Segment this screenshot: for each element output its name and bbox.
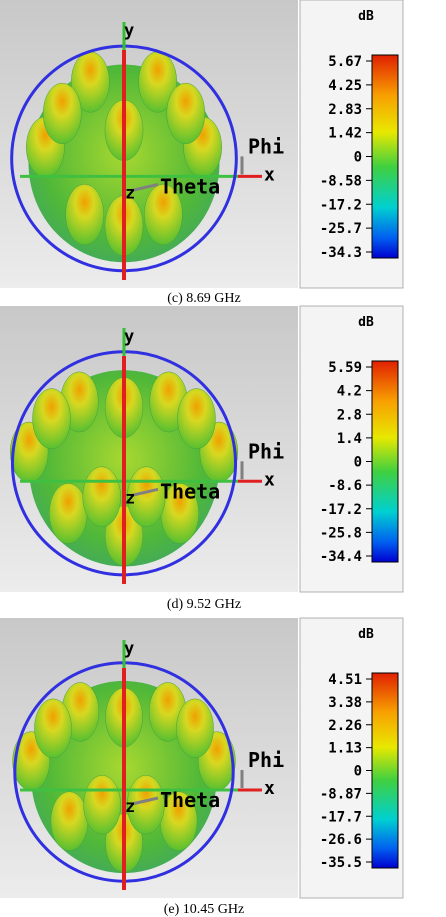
colorbar-tick-label: -17.2 <box>320 502 362 518</box>
pattern-lobe <box>49 483 87 543</box>
pattern-lobe <box>51 792 88 851</box>
colorbar-tick-label: 5.59 <box>328 360 362 376</box>
colorbar-tick-label: 3.38 <box>328 695 362 711</box>
caption: (d) 9.52 GHz <box>167 597 241 612</box>
pattern-lobe <box>33 389 71 449</box>
colorbar-gradient <box>372 55 398 258</box>
axis-label-theta: Theta <box>160 479 220 503</box>
axis-label-phi: Phi <box>248 134 284 158</box>
caption: (c) 8.69 GHz <box>167 291 240 306</box>
panel: y Phi x z Theta dB 5.59 4.2 2.8 1.4 0 -8.6 -17.2 -25.… <box>0 306 403 592</box>
panel: y Phi x z Theta dB 4.51 3.38 2.26 1.13 0 -8.87 -17.7… <box>0 618 403 898</box>
pattern-lobe <box>84 775 121 834</box>
colorbar-gradient <box>372 361 398 562</box>
colorbar-tick-label: 0 <box>354 455 362 471</box>
axis-label-phi: Phi <box>248 748 284 772</box>
colorbar-tick-label: -17.2 <box>320 197 362 213</box>
axis-label-z: z <box>125 797 135 817</box>
colorbar-unit: dB <box>358 315 374 330</box>
colorbar-tick-label: 2.8 <box>337 407 362 423</box>
colorbar-tick-label: 5.67 <box>328 54 362 70</box>
caption: (e) 10.45 GHz <box>164 902 244 917</box>
colorbar-tick-label: -34.3 <box>320 245 362 261</box>
colorbar-unit: dB <box>358 9 374 24</box>
pattern-lobe <box>66 184 104 245</box>
colorbar-tick-label: -8.6 <box>328 478 362 494</box>
colorbar-tick-label: 1.42 <box>328 126 362 142</box>
colorbar-tick-label: -25.8 <box>320 525 362 541</box>
axis-label-y: y <box>124 327 134 347</box>
colorbar-tick-label: -17.7 <box>320 809 362 825</box>
axis-label-y: y <box>124 21 134 41</box>
colorbar-tick-label: -25.7 <box>320 221 362 237</box>
axis-label-theta: Theta <box>160 788 220 812</box>
pattern-lobe <box>167 83 205 144</box>
colorbar-tick-label: 4.2 <box>337 384 362 400</box>
colorbar-tick-label: 1.13 <box>328 741 362 757</box>
pattern-lobe <box>34 699 71 758</box>
colorbar-tick-label: 4.25 <box>328 78 362 94</box>
colorbar-tick-label: 0 <box>354 150 362 166</box>
figure: y Phi x z Theta dB 5.67 4.25 2.83 1.42 0 -8.58 -17.2… <box>0 0 446 917</box>
colorbar-tick-label: -8.58 <box>320 173 362 189</box>
pattern-lobe <box>83 467 121 527</box>
colorbar-gradient <box>372 673 398 868</box>
colorbar-tick-label: -34.4 <box>320 549 362 565</box>
axis-label-x: x <box>264 164 275 185</box>
axis-label-y: y <box>124 639 134 659</box>
axis-label-z: z <box>125 183 135 203</box>
colorbar-tick-label: -8.87 <box>320 786 362 802</box>
colorbar-tick-label: -26.6 <box>320 832 362 848</box>
pattern-lobe <box>176 699 213 758</box>
axis-label-x: x <box>264 469 275 490</box>
axis-label-theta: Theta <box>160 174 220 198</box>
colorbar-tick-label: 4.51 <box>328 672 362 688</box>
colorbar-tick-label: 2.26 <box>328 718 362 734</box>
colorbar-tick-label: 1.4 <box>337 431 362 447</box>
colorbar-tick-label: -35.5 <box>320 855 362 871</box>
axis-label-phi: Phi <box>248 439 284 463</box>
colorbar-tick-label: 2.83 <box>328 102 362 118</box>
pattern-lobe <box>178 389 216 449</box>
colorbar-unit: dB <box>358 627 374 642</box>
panel: y Phi x z Theta dB 5.67 4.25 2.83 1.42 0 -8.58 -17.2… <box>0 0 403 288</box>
axis-label-z: z <box>125 488 135 508</box>
colorbar-tick-label: 0 <box>354 764 362 780</box>
pattern-lobe <box>43 83 81 144</box>
axis-label-x: x <box>264 778 275 799</box>
